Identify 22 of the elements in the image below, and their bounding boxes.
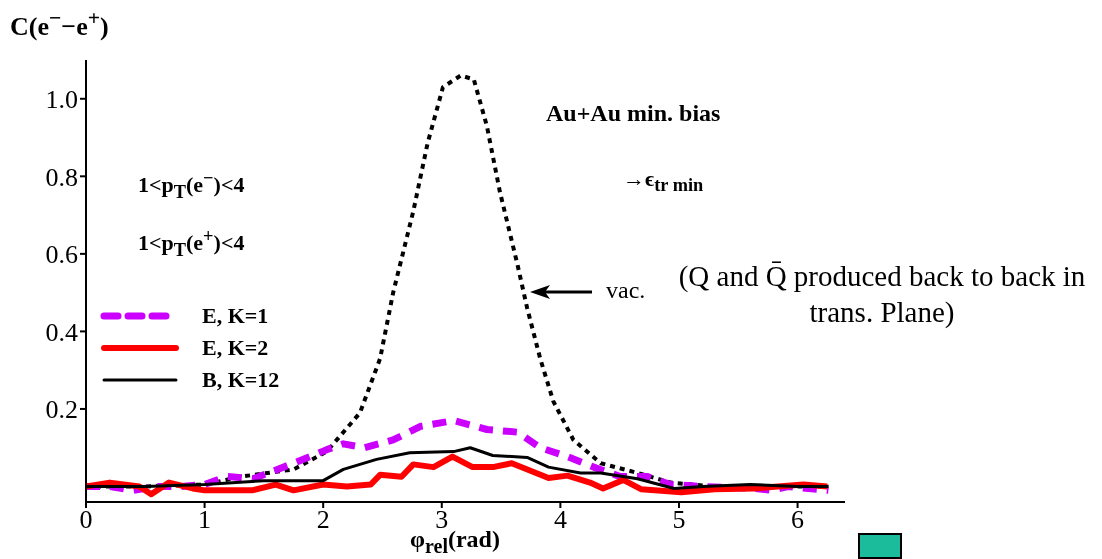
x-tick-label: 2: [316, 505, 330, 535]
y-tick-label: 0.8: [45, 162, 78, 192]
x-tick-label: 1: [198, 505, 212, 535]
y-tick-label: 0.6: [45, 240, 78, 270]
legend-label: E, K=2: [202, 335, 269, 361]
annotation: 1<p$_{T}$(e$^{−}$)<4: [138, 168, 245, 203]
y-tick-label: 0.4: [45, 317, 78, 347]
x-tick-label: 5: [672, 505, 686, 535]
x-tick-label: 3: [435, 505, 449, 535]
y-tick-label: 0.2: [45, 395, 78, 425]
x-tick-label: 0: [79, 505, 93, 535]
annotation: (Q and Q̄ produced back to back in trans. Plane): [677, 259, 1087, 330]
annotation: vac.: [606, 277, 646, 304]
annotation: 1<p$_{T}$(e$^{+}$)<4: [138, 226, 245, 261]
y-tick-label: 1.0: [45, 85, 78, 114]
x-tick-label: 6: [791, 505, 805, 535]
legend-label: E, K=1: [202, 303, 269, 329]
legend-label: B, K=12: [202, 367, 280, 393]
x-tick-label: 4: [553, 505, 567, 535]
annotation: Au+Au min. bias: [546, 100, 721, 127]
annotation: →ϵ$_{tr min}$: [623, 166, 704, 197]
y-axis-title: C(e$^{−}$−e$^{+}$): [10, 6, 109, 42]
